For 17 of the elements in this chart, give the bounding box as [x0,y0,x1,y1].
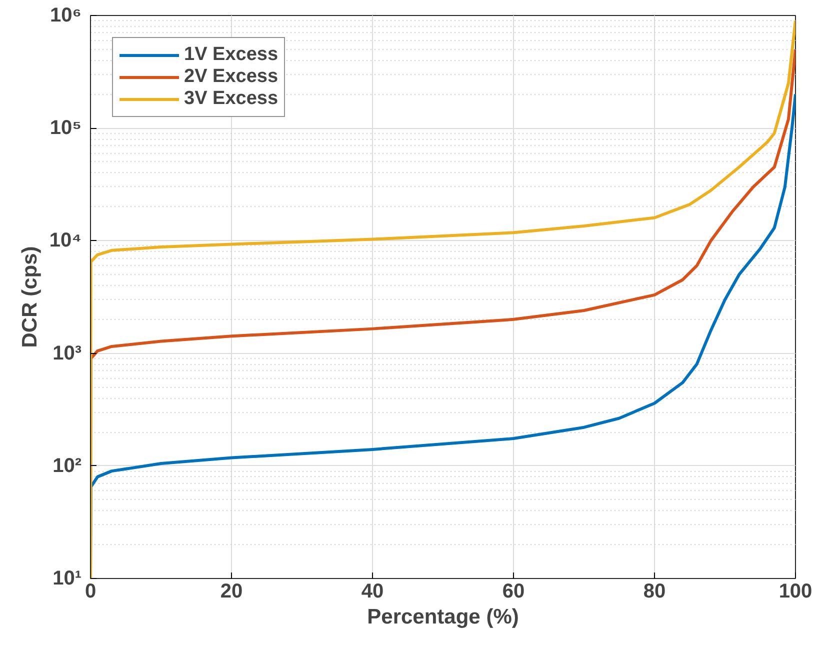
y-tick-label: 10² [52,454,82,477]
y-tick-label: 10⁶ [50,4,82,26]
x-tick-label: 60 [502,580,525,602]
legend-label: 2V Excess [184,66,278,88]
x-tick-label: 40 [361,580,384,602]
y-tick-label: 10⁵ [50,117,82,140]
x-tick-label: 0 [84,580,96,602]
y-axis-title: DCR (cps) [18,246,42,348]
x-tick-label: 80 [643,580,666,602]
y-tick-label: 10³ [52,342,82,364]
x-tick-label: 20 [220,580,243,602]
legend-label: 3V Excess [184,88,278,110]
x-tick-label: 100 [778,580,812,602]
y-tick-label: 10⁴ [49,230,82,252]
legend-label: 1V Excess [184,44,278,66]
y-tick-label: 10¹ [52,568,82,590]
x-axis-title: Percentage (%) [367,606,519,628]
